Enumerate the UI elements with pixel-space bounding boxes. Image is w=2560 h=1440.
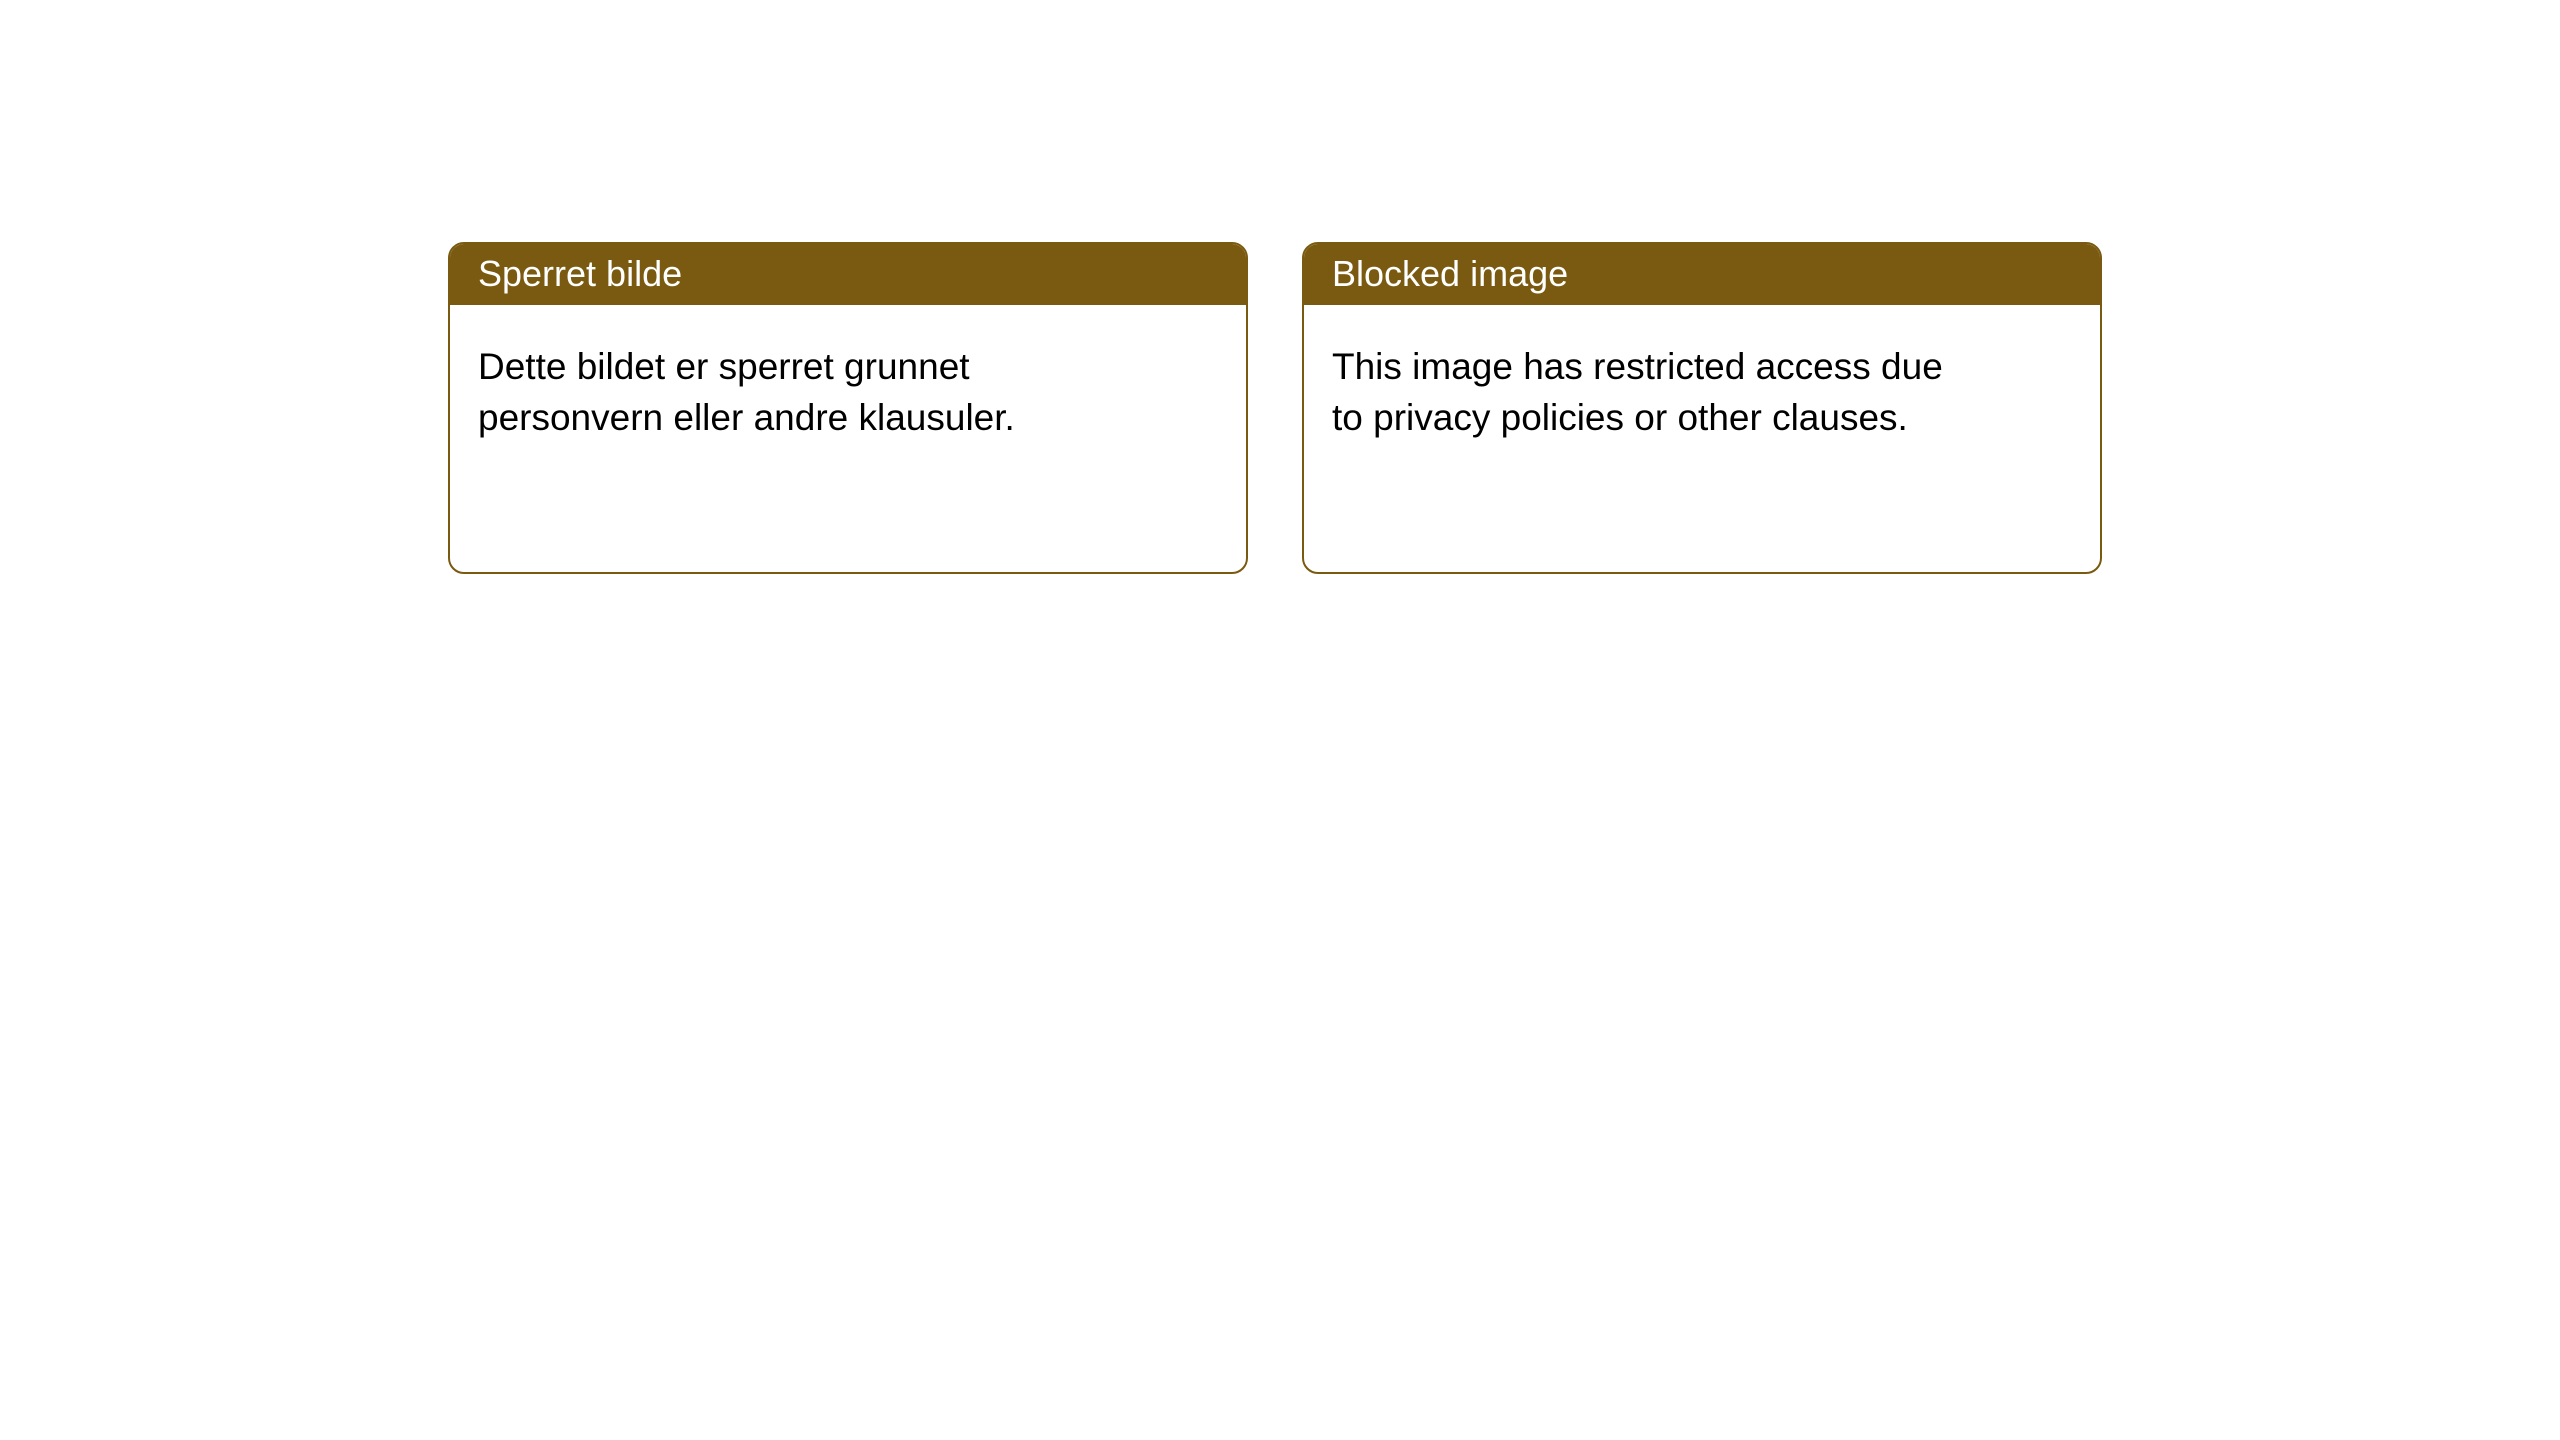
card-body-no: Dette bildet er sperret grunnet personve… <box>450 305 1130 479</box>
blocked-image-card-en: Blocked image This image has restricted … <box>1302 242 2102 574</box>
blocked-image-card-no: Sperret bilde Dette bildet er sperret gr… <box>448 242 1248 574</box>
card-title-en: Blocked image <box>1304 244 2100 305</box>
card-title-no: Sperret bilde <box>450 244 1246 305</box>
cards-container: Sperret bilde Dette bildet er sperret gr… <box>0 0 2560 574</box>
card-body-en: This image has restricted access due to … <box>1304 305 1984 479</box>
